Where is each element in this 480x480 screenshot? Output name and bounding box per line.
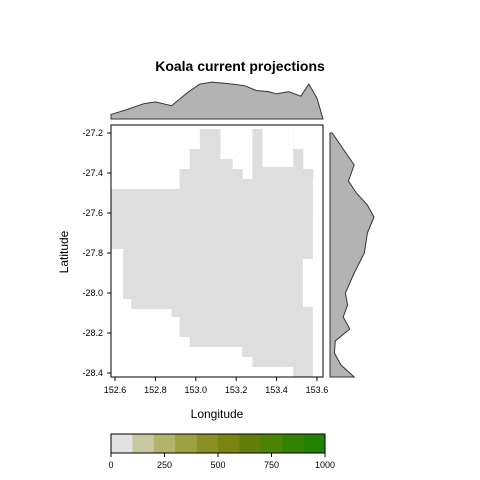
map-empty-cell — [312, 179, 324, 377]
y-axis: -27.2 -27.4 -27.6 -27.8 -28.0 -28.2 -28.4 — [82, 128, 111, 378]
colorbar-segment — [196, 434, 219, 453]
map-cell-column — [252, 129, 263, 367]
longitude-density-curve — [110, 81, 324, 120]
map-cell-column — [111, 189, 124, 249]
raster-map — [111, 129, 324, 377]
chart-title: Koala current projections — [155, 58, 325, 74]
y-tick-label: -27.2 — [82, 128, 103, 138]
colorbar-segment — [111, 434, 133, 453]
map-cell-column — [220, 159, 233, 347]
map-empty-cell — [302, 259, 314, 307]
map-cell-column — [199, 129, 221, 347]
colorbar-segment — [239, 434, 262, 453]
colorbar-segment — [282, 434, 304, 453]
colorbar-segment — [260, 434, 283, 453]
x-tick-label: 153.0 — [185, 385, 208, 395]
map-empty-cell — [282, 367, 294, 377]
colorbar-segment — [175, 434, 197, 453]
colorbar-legend: 0 250 500 750 1000 — [108, 433, 335, 470]
y-tick-label: -28.2 — [82, 328, 103, 338]
x-tick-label: 153.2 — [225, 385, 248, 395]
map-cell-column — [131, 189, 173, 309]
map-cell-column — [272, 159, 284, 367]
longitude-marginal-density — [110, 81, 324, 120]
map-cell-column — [189, 149, 201, 347]
map-cell-column — [262, 149, 274, 367]
x-tick-label: 152.8 — [144, 385, 167, 395]
colorbar-segment — [218, 434, 240, 453]
map-cell-column — [123, 189, 132, 299]
y-axis-label: Latitude — [57, 230, 71, 273]
x-tick-label: 152.6 — [104, 385, 127, 395]
colorbar-segment — [132, 434, 155, 453]
plot-frame — [110, 124, 324, 378]
colorbar-tick-label: 0 — [108, 460, 113, 470]
x-tick-label: 153.6 — [306, 385, 329, 395]
colorbar-segment — [303, 434, 326, 453]
colorbar-segment — [153, 434, 176, 453]
map-cell-column — [242, 179, 253, 357]
map-cell-column — [292, 149, 304, 377]
x-axis-label: Longitude — [191, 407, 244, 421]
latitude-density-curve — [329, 132, 375, 378]
map-empty-cell — [262, 129, 294, 167]
y-tick-label: -28.4 — [82, 368, 103, 378]
y-tick-label: -27.8 — [82, 248, 103, 258]
y-tick-label: -27.4 — [82, 168, 103, 178]
y-tick-label: -27.6 — [82, 208, 103, 218]
x-axis: 152.6 152.8 153.0 153.2 153.4 153.6 — [104, 377, 328, 395]
x-tick-label: 153.4 — [265, 385, 288, 395]
latitude-marginal-density — [329, 132, 375, 378]
map-cell-column — [179, 169, 191, 337]
colorbar-tick-label: 750 — [264, 460, 279, 470]
map-cell-column — [232, 169, 243, 347]
colorbar-tick-label: 250 — [157, 460, 172, 470]
y-tick-label: -28.0 — [82, 288, 103, 298]
map-cell-column — [282, 129, 294, 377]
colorbar-tick-label: 1000 — [315, 460, 335, 470]
map-cell-column — [171, 189, 181, 317]
colorbar-tick-label: 500 — [210, 460, 225, 470]
